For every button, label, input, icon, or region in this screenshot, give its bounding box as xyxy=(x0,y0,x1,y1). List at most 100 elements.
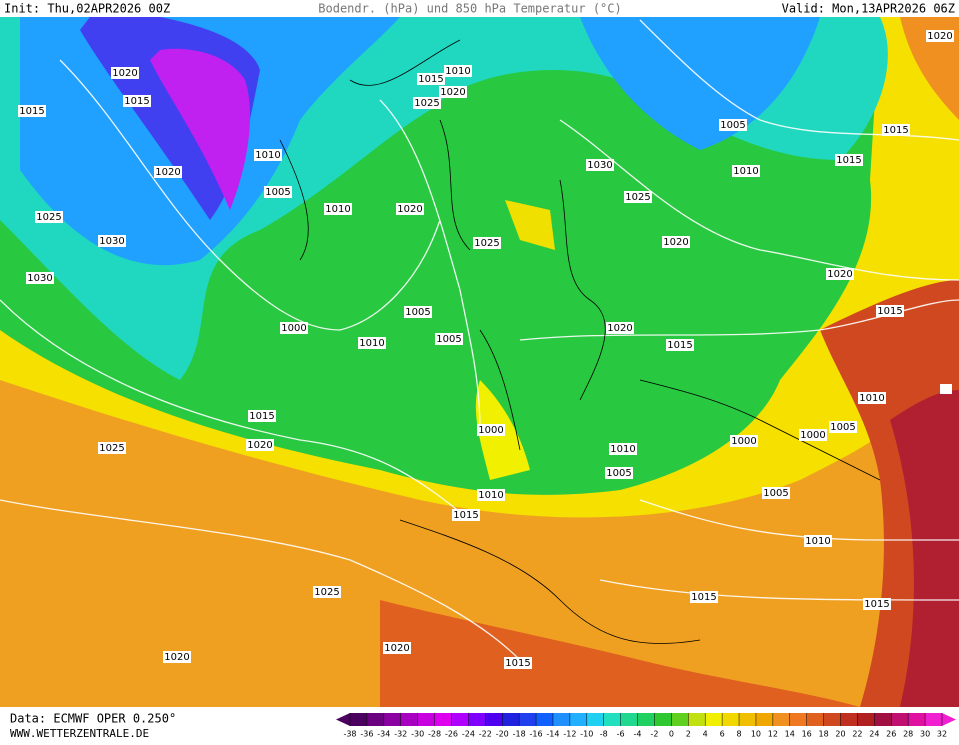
isobar-label-box xyxy=(98,442,126,454)
isobar-label-box xyxy=(804,535,832,547)
isobar-label-box xyxy=(719,119,747,131)
isobar-label-box xyxy=(248,410,276,422)
isobar-label: 1030 xyxy=(99,236,124,247)
colorbar-swatch xyxy=(637,713,655,726)
isobar-label-box xyxy=(417,73,445,85)
colorbar-tick-label: 12 xyxy=(768,730,778,739)
isobar-label-box xyxy=(799,429,827,441)
isobar-label: 1010 xyxy=(325,204,350,215)
isobar-label: 1000 xyxy=(478,425,503,436)
colorbar-tick-label: -28 xyxy=(428,730,441,739)
isobar-label: 1025 xyxy=(314,587,339,598)
colorbar-tick-label: -14 xyxy=(546,730,559,739)
colorbar-tick-label: -38 xyxy=(343,730,356,739)
colorbar-swatch xyxy=(891,713,909,726)
isobar-label-box xyxy=(730,435,758,447)
colorbar-swatch xyxy=(840,713,858,726)
colorbar-swatch xyxy=(671,713,689,726)
isobar-label-box xyxy=(477,489,505,501)
colorbar-tick-label: -10 xyxy=(580,730,593,739)
colorbar: -38 -36 -34 -32 -30 -28 -26 -24 -22 -20 -18 -16 -14-… xyxy=(336,713,956,739)
isobar-label-box xyxy=(876,305,904,317)
isobar-label: 1020 xyxy=(663,237,688,248)
colorbar-swatch xyxy=(739,713,756,726)
colorbar-tick-label: 20 xyxy=(835,730,845,739)
colorbar-tick-label: -26 xyxy=(445,730,458,739)
colorbar-swatch xyxy=(485,713,503,726)
isobar-label-box xyxy=(609,443,637,455)
isobar-label-box xyxy=(154,166,182,178)
colorbar-tick-label: -34 xyxy=(377,730,390,739)
colorbar-tick-label: -32 xyxy=(394,730,407,739)
colorbar-swatch xyxy=(722,713,740,726)
colorbar-tick-label: 16 xyxy=(802,730,812,739)
colorbar-tick-label: -8 xyxy=(600,730,608,739)
isobar-label-box xyxy=(163,651,191,663)
isobar-label: 1020 xyxy=(384,643,409,654)
isobar-label-box xyxy=(829,421,857,433)
isobar-label: 1005 xyxy=(830,422,855,433)
colorbar-swatch xyxy=(586,713,604,726)
isobar-label: 1020 xyxy=(164,652,189,663)
isobar-label: 1010 xyxy=(359,338,384,349)
colorbar-swatch xyxy=(857,713,875,726)
colorbar-tick-label: 28 xyxy=(903,730,913,739)
isobar-label-box xyxy=(358,337,386,349)
isobar-label: 1010 xyxy=(859,393,884,404)
isobar-label-box xyxy=(111,67,139,79)
isobar-label: 1015 xyxy=(124,96,149,107)
isobar-label-box xyxy=(662,236,690,248)
colorbar-tick-label: -18 xyxy=(513,730,526,739)
isobar-label-box xyxy=(35,211,63,223)
isobar-label: 1020 xyxy=(112,68,137,79)
colorbar-swatch xyxy=(908,713,926,726)
isobar-label-box xyxy=(313,586,341,598)
isobar-label-box xyxy=(473,237,501,249)
isobar-labels: 1020101510151020102510301030100510101010… xyxy=(18,30,954,669)
colorbar-swatch xyxy=(366,713,384,726)
valid-label: Valid: Mon,13APR2026 06Z xyxy=(782,2,955,16)
header-bar xyxy=(0,0,959,17)
isobar-label: 1010 xyxy=(733,166,758,177)
colorbar-swatch xyxy=(434,713,452,726)
isobar-label-box xyxy=(18,105,46,117)
isobar-label: 1000 xyxy=(731,436,756,447)
isobar-label: 1020 xyxy=(827,269,852,280)
isobar-label-box xyxy=(413,97,441,109)
isobar-label: 1010 xyxy=(805,536,830,547)
colorbar-swatch xyxy=(823,713,841,726)
map-title: Bodendr. (hPa) und 850 hPa Temperatur (°… xyxy=(318,2,621,16)
isobar-label: 1025 xyxy=(36,212,61,223)
isobar-label-box xyxy=(926,30,954,42)
isobar-label-box xyxy=(666,339,694,351)
isobar-label: 1025 xyxy=(625,192,650,203)
isobar-label: 1000 xyxy=(800,430,825,441)
isobar-label-box xyxy=(826,268,854,280)
isobar-label: 1005 xyxy=(763,488,788,499)
colorbar-tick-label: 6 xyxy=(720,730,725,739)
colorbar-swatch xyxy=(654,713,672,726)
isobar-label: 1005 xyxy=(720,120,745,131)
colorbar-swatch xyxy=(755,713,773,726)
isobar-label: 1010 xyxy=(610,444,635,455)
init-label: Init: Thu,02APR2026 00Z xyxy=(4,2,170,16)
isobar-label: 1010 xyxy=(445,66,470,77)
isobar-label-box xyxy=(254,149,282,161)
isobar-label: 1020 xyxy=(155,167,180,178)
isobar-label-box xyxy=(605,467,633,479)
coastlines xyxy=(279,39,881,645)
isobar-label-box xyxy=(863,598,891,610)
isobar-label: 1010 xyxy=(478,490,503,501)
colorbar-tick-label: 10 xyxy=(751,730,761,739)
isobar-label-box xyxy=(280,322,308,334)
colorbar-swatch xyxy=(468,713,486,726)
isobar-label: 1020 xyxy=(397,204,422,215)
isobar-label: 1015 xyxy=(883,125,908,136)
colorbar-tick-label: 26 xyxy=(886,730,896,739)
colorbar-tick-label: 2 xyxy=(686,730,691,739)
colorbar-tick-label: 24 xyxy=(869,730,879,739)
colorbar-swatch xyxy=(688,713,706,726)
isobar-label-box xyxy=(858,392,886,404)
isobar-label-box xyxy=(624,191,652,203)
